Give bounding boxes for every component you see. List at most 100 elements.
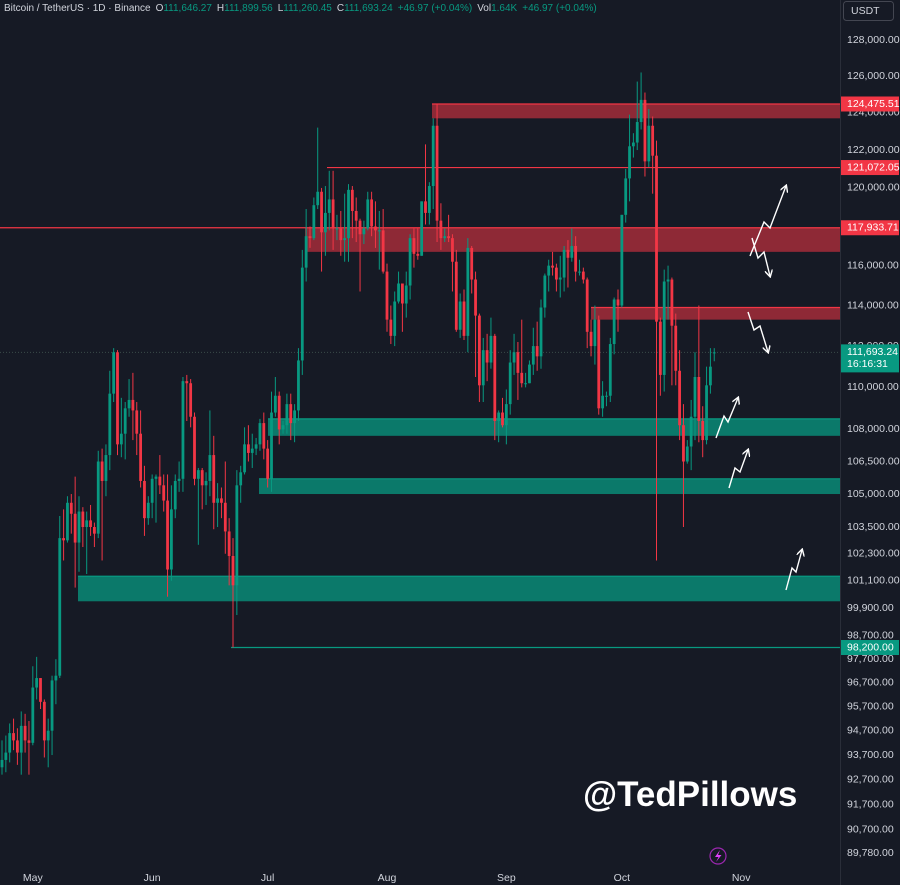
x-tick-label: Oct [614,872,630,884]
y-tick-label: 102,300.00 [847,548,900,560]
ohlc-value: 111,693.24 [344,3,393,14]
x-tick-label: Nov [732,872,751,884]
ohlc-key: C [336,3,345,14]
ohlc-field: C111,693.24 [337,3,393,14]
ohlc-field: H111,899.56 [217,3,273,14]
candle-body [632,142,635,147]
ohlc-key: O [155,3,164,14]
candle-body [73,513,77,543]
candle-body [551,265,554,268]
candle-body [408,238,412,286]
legend-header: Bitcoin / TetherUS · 1D · Binance O111,64… [4,3,597,14]
candle-body [570,245,574,258]
candle-body [223,502,227,532]
arrow [785,550,802,591]
candle-body [181,381,185,479]
candle-body [608,344,612,396]
candle-body [139,433,142,481]
candle-body [108,393,112,456]
candle-body [585,279,589,332]
candle-body [635,122,639,143]
price-label-bg [841,96,899,112]
candle-body [196,470,200,479]
candle-body [19,725,23,753]
price-label-bg [841,220,899,236]
x-tick-label: Jun [144,872,161,884]
candle-body [605,395,608,397]
candle-body [620,214,624,306]
candle-body [639,99,643,123]
candle-body [647,125,651,162]
candle-body [374,226,377,231]
y-tick-label: 114,000.00 [847,299,899,311]
candle-body [709,366,712,386]
candle-body [297,360,300,411]
ohlc-field: L111,260.45 [278,3,332,14]
y-tick-label: 96,700.00 [847,677,894,689]
currency-button[interactable]: USDT [843,1,894,21]
candle-body [69,502,73,514]
candle-body [96,461,100,534]
ohlc-value: 111,260.45 [283,3,332,14]
candle-body [212,455,216,503]
candle-body [485,350,489,363]
candle-body [273,395,277,413]
volume-change: +46.97 (+0.04%) [522,3,597,14]
candle-body [393,301,397,336]
candle-body [508,362,512,405]
candle-body [462,301,466,336]
price-label-bg [841,160,899,176]
candle-body [689,416,693,447]
candle-body [597,319,601,409]
candle-body [162,485,166,501]
candle-body [23,725,27,741]
arrow [751,237,770,276]
candle-body [578,271,581,273]
x-tick-label: Aug [378,872,397,884]
candle-body [504,404,508,426]
candle-body [493,335,497,421]
candle-body [474,279,477,316]
candle-body [154,476,158,479]
arrow [728,450,748,489]
candle-body [50,680,54,731]
zone [432,103,840,119]
candle-body [39,678,42,702]
candle-body [243,444,246,473]
candle-body [12,733,15,741]
candle-body [458,301,462,330]
candle-body [354,210,358,221]
countdown-label: 16:16:31 [847,358,888,370]
candle-body [562,249,566,278]
zone [78,576,840,602]
arrow [715,398,738,439]
candle-body [424,201,427,213]
candle-body [285,404,289,426]
candle-body [555,267,558,280]
candle-body [81,511,85,528]
candle-body [220,498,223,503]
y-tick-label: 97,700.00 [847,653,894,665]
candle-body [566,249,570,258]
candle-body [135,410,139,434]
candle-body [643,99,647,162]
candle-body [104,455,108,481]
currency-label[interactable]: USDT [851,5,880,17]
candle-body [539,307,543,357]
candle-body [54,675,58,681]
candle-body [389,319,393,336]
ohlc-value: 111,899.56 [224,3,273,14]
y-tick-label: 110,000.00 [847,381,899,393]
y-tick-label: 98,700.00 [847,630,894,642]
candle-body [404,285,408,304]
candle-body [682,425,685,462]
candle-body [312,205,316,239]
candle-body [435,125,439,221]
last-price-bg [841,344,899,373]
candle-body [439,220,443,239]
y-tick-label: 122,000.00 [847,144,900,156]
y-tick-label: 90,700.00 [847,823,894,835]
candle-body [58,538,62,676]
candle-body [651,125,655,156]
